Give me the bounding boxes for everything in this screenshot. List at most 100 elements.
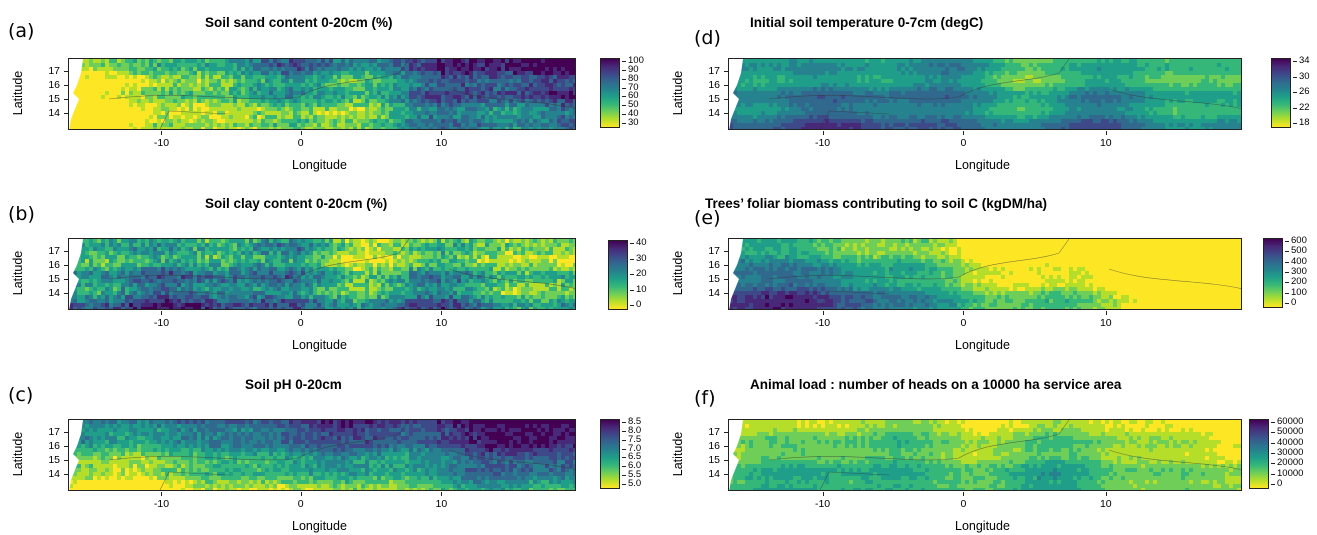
raster-map [728,419,1242,491]
panel-letter: (f) [694,387,716,409]
x-tick-label: -10 [146,492,176,510]
y-tick-label: 14 [696,468,728,480]
x-tick-label: -10 [808,131,838,149]
legend-tick-label: 80 [622,72,639,84]
panel-title: Soil clay content 0-20cm (%) [205,196,388,211]
x-tick-label: 0 [286,492,316,510]
raster-svg [69,420,575,490]
legend-colorbar [600,419,620,489]
legend-tick-label: 200 [1285,276,1307,288]
panel-title: Initial soil temperature 0-7cm (degC) [750,15,984,30]
y-tick-label: 15 [696,454,728,466]
panel-title: Animal load : number of heads on a 10000… [750,377,1122,392]
legend-colorbar [600,58,620,128]
x-tick-label: 0 [948,311,978,329]
y-tick-label: 16 [696,440,728,452]
legend-colorbar [608,240,628,310]
country-borders [108,239,575,309]
panel-letter: (c) [8,384,34,406]
legend-tick-label: 100 [622,55,644,66]
ocean-area [729,239,743,309]
legend-tick-label: 5.0 [621,478,642,489]
x-axis-label: Longitude [955,338,1010,352]
legend-tick-label: 34 [1293,55,1310,66]
panel-letter: (d) [694,27,721,49]
x-tick-label: -10 [146,131,176,149]
x-tick-label: 0 [286,131,316,149]
y-tick-label: 15 [36,273,68,285]
y-tick-label: 16 [36,259,68,271]
x-tick-label: -10 [808,311,838,329]
y-tick-label: 16 [36,440,68,452]
legend-tick-label: 26 [1293,86,1310,97]
y-tick-label: 14 [36,287,68,299]
ocean-area [69,239,83,309]
legend-tick-label: 6.5 [621,451,642,463]
panel-title: Trees’ foliar biomass contributing to so… [705,196,1048,211]
ocean-area [729,59,743,129]
y-tick-label: 15 [696,273,728,285]
legend-tick-label: 40 [630,237,647,248]
y-tick-label: 14 [36,107,68,119]
legend-colorbar [1271,58,1291,128]
y-axis-label: Latitude [11,250,25,296]
raster-svg [729,420,1241,490]
legend-tick-label: 50000 [1270,426,1304,438]
legend-tick-label: 0 [1270,478,1283,489]
country-borders [768,59,1241,129]
ocean-area [69,59,83,129]
legend-colorbar [1263,238,1283,308]
y-tick-label: 17 [696,245,728,257]
raster-svg [729,59,1241,129]
x-tick-label: 10 [1091,311,1121,329]
legend-tick-label: 18 [1293,117,1310,128]
y-axis-label: Latitude [671,250,685,296]
legend-tick-label: 22 [1293,101,1310,113]
country-borders [768,420,1241,490]
legend-tick-label: 5.5 [621,469,642,481]
legend-tick-label: 70 [622,81,639,93]
raster-svg [69,59,575,129]
x-axis-label: Longitude [955,519,1010,533]
country-borders [768,239,1241,309]
legend-tick-label: 30 [630,252,647,264]
panel-title: Soil sand content 0-20cm (%) [205,15,393,30]
legend-tick-label: 10000 [1270,467,1304,479]
x-axis-label: Longitude [292,158,347,172]
y-tick-label: 14 [696,287,728,299]
x-tick-label: 10 [426,131,456,149]
legend-tick-label: 6.0 [621,460,642,472]
raster-map [68,419,576,491]
y-axis-label: Latitude [671,70,685,116]
y-tick-label: 17 [696,426,728,438]
y-tick-label: 17 [36,426,68,438]
panel-letter: (b) [8,203,35,225]
y-tick-label: 17 [36,245,68,257]
x-tick-label: -10 [146,311,176,329]
ocean-area [729,420,743,490]
raster-svg [729,239,1241,309]
y-axis-label: Latitude [671,431,685,477]
legend-tick-label: 300 [1285,266,1307,277]
raster-map [68,238,576,310]
legend-tick-label: 10 [630,283,647,295]
country-borders [108,59,575,129]
legend-tick-label: 500 [1285,245,1307,257]
ocean-area [69,420,83,490]
country-borders [108,420,575,490]
legend-tick-label: 400 [1285,255,1307,267]
legend-tick-label: 40000 [1270,436,1304,448]
legend-colorbar [1249,419,1269,489]
legend-tick-label: 0 [629,299,642,310]
legend-tick-label: 30000 [1270,447,1304,458]
x-tick-label: 10 [1091,131,1121,149]
x-tick-label: 10 [426,311,456,329]
y-axis-label: Latitude [11,431,25,477]
legend-tick-label: 0 [1284,297,1297,308]
y-tick-label: 15 [696,93,728,105]
raster-svg [69,239,575,309]
y-tick-label: 15 [36,454,68,466]
legend-tick-label: 100 [1285,286,1307,298]
x-axis-label: Longitude [292,338,347,352]
legend-tick-label: 20 [630,268,647,279]
